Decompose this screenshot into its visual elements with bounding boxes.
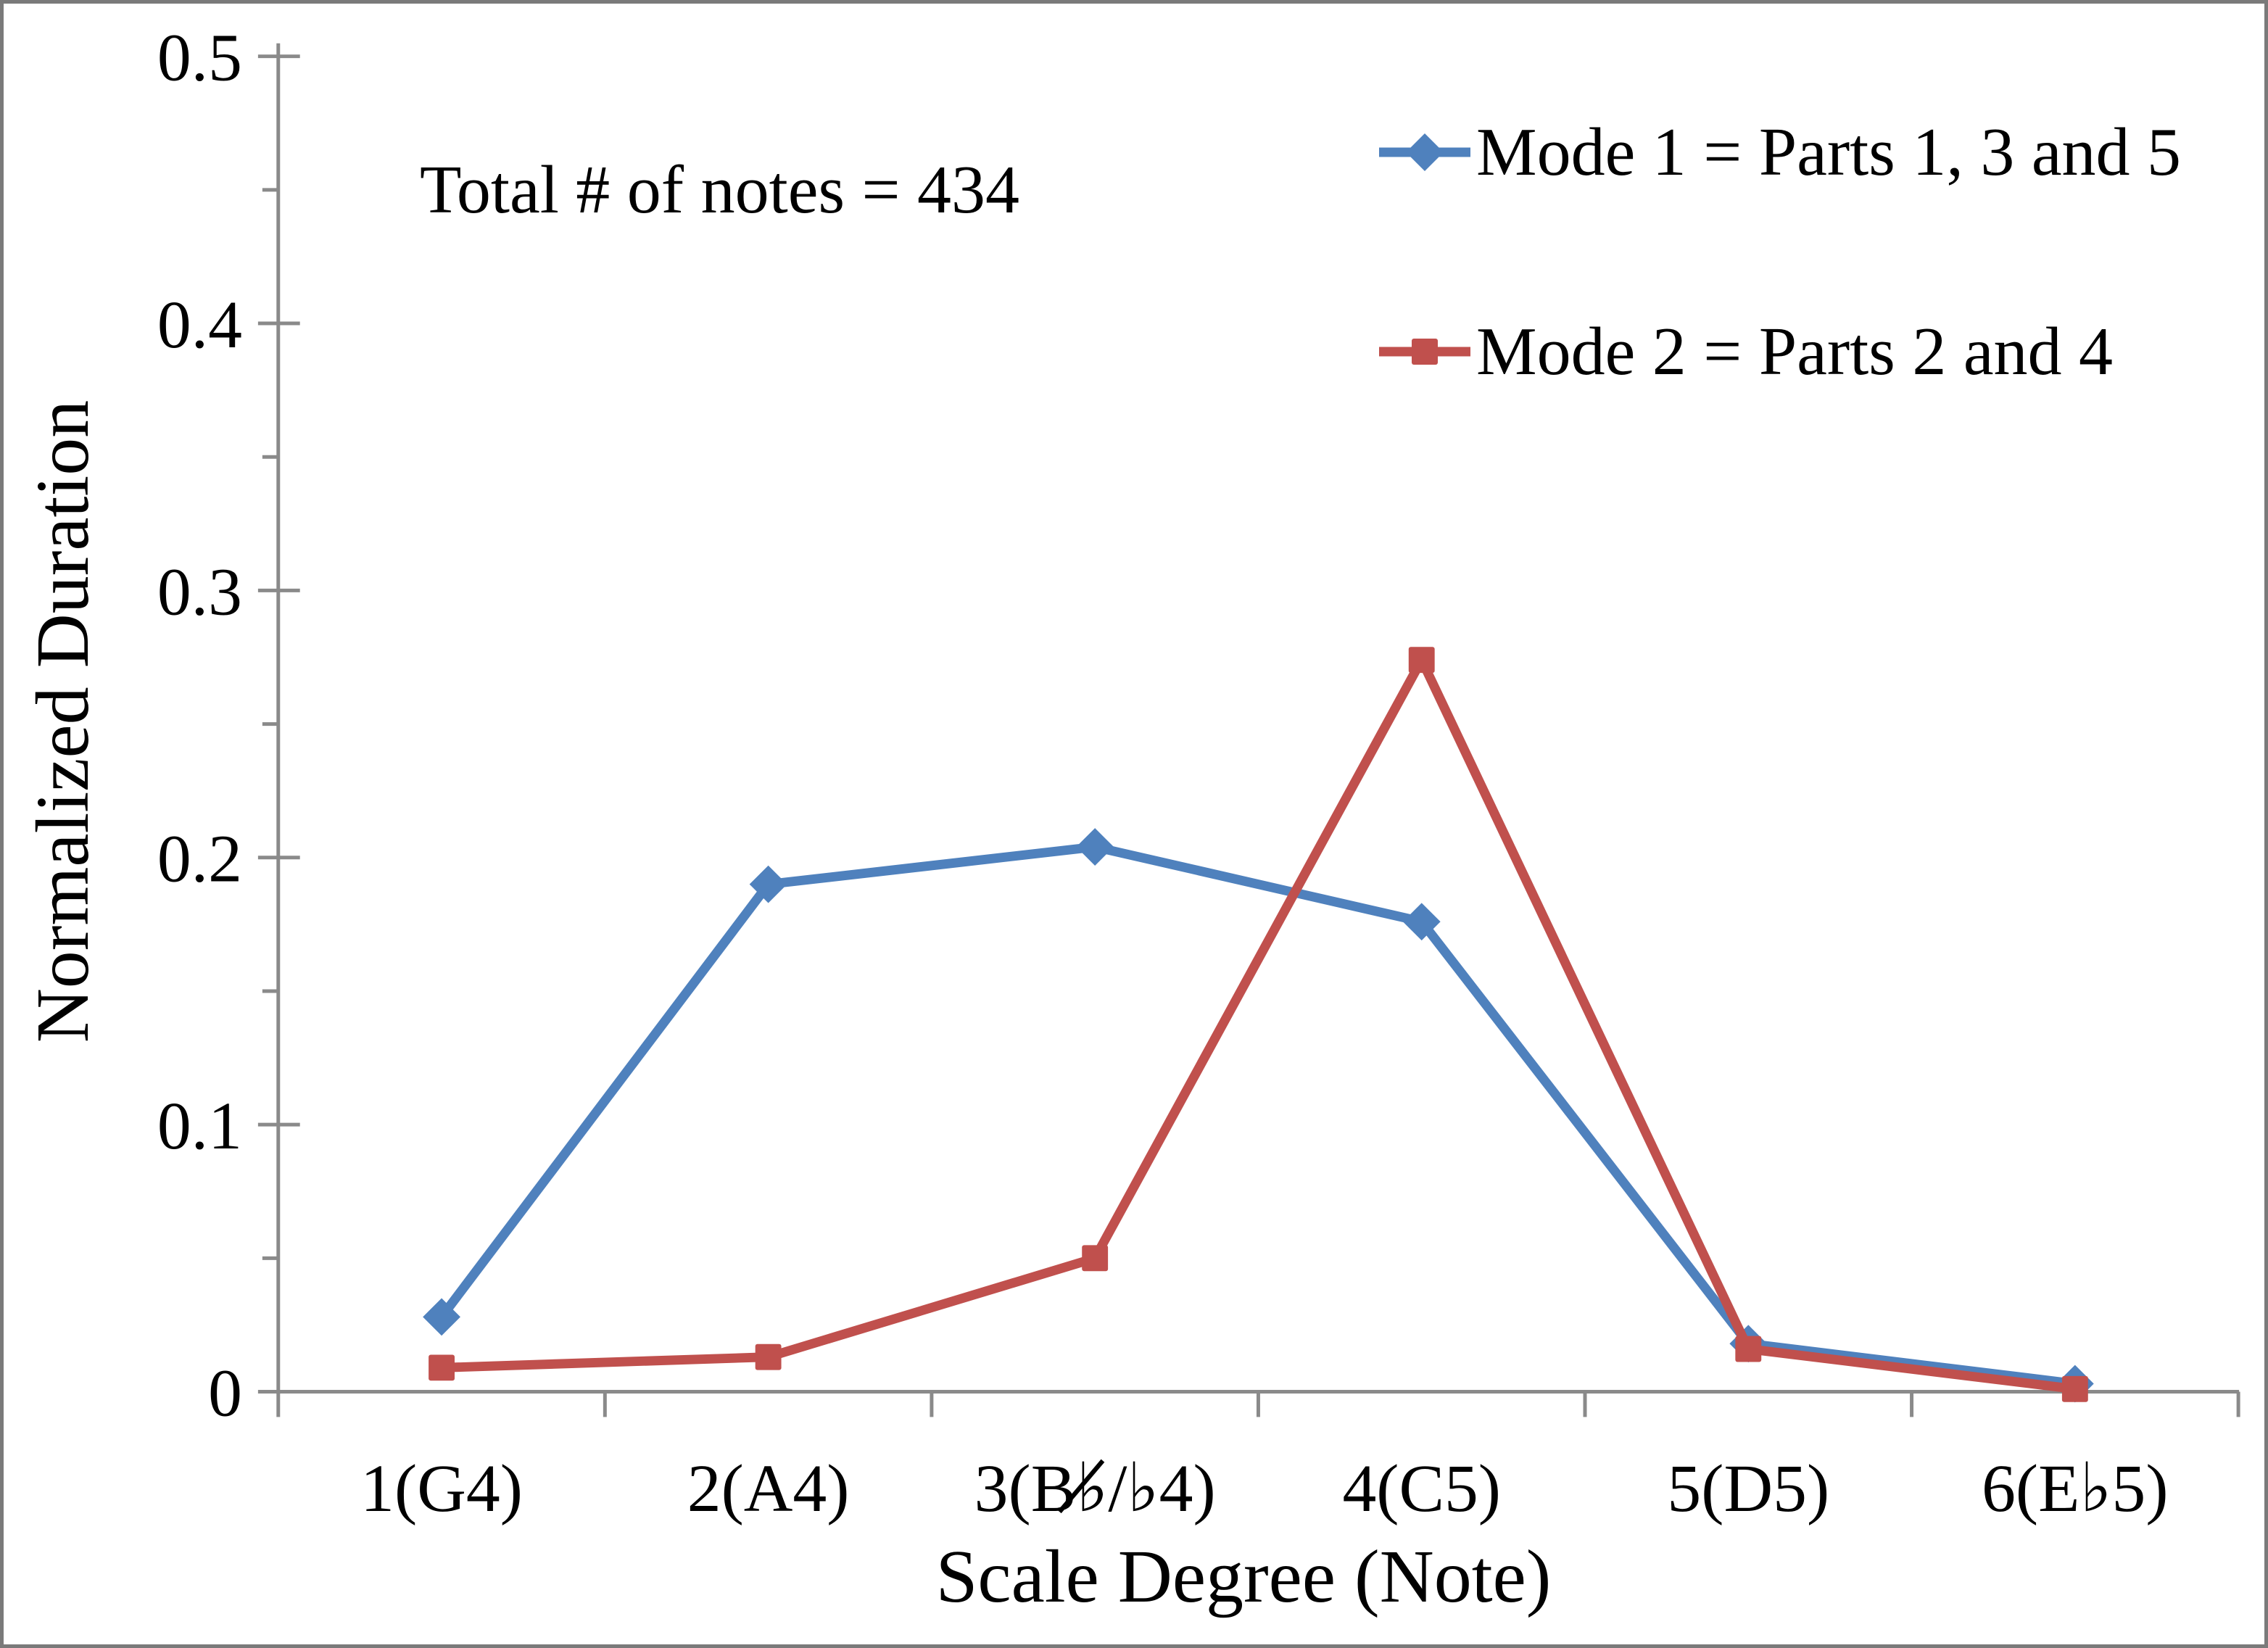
annotation-total-notes: Total # of notes = 434 [420, 152, 1020, 228]
y-tick-label: 0 [208, 1356, 242, 1430]
x-tick-label: 4(C5) [1342, 1452, 1501, 1526]
plot-area: 0 0.1 0.2 0.3 0.4 0.5 1(G4) 2(A4) 3(B♭̸/♭4) 4(C5)… [157, 21, 2240, 1526]
legend-label-mode-2: Mode 2 = Parts 2 and 4 [1476, 314, 2114, 389]
y-tick-label: 0.1 [157, 1089, 242, 1164]
y-tick-label: 0.3 [157, 555, 242, 629]
square-marker-s2-p3 [1082, 1245, 1109, 1272]
square-marker-s2-p4 [1408, 647, 1435, 674]
x-tick-label: 5(D5) [1667, 1452, 1829, 1526]
diamond-marker-legend-1 [1406, 133, 1444, 171]
square-marker-legend-2 [1412, 339, 1438, 365]
x-tick-label: 1(G4) [360, 1452, 523, 1526]
square-marker-s2-p1 [429, 1354, 455, 1381]
series-line-2 [441, 649, 2076, 1394]
diamond-marker-s1-p3 [1076, 828, 1114, 866]
square-marker-s2-p2 [755, 1343, 782, 1370]
series-line-1 [437, 842, 2076, 1388]
legend-label-mode-1: Mode 1 = Parts 1, 3 and 5 [1476, 115, 2182, 190]
legend-marker-mode-2-square-icon [1379, 339, 1470, 365]
x-tick-label: 2(A4) [687, 1452, 850, 1526]
y-axis-title: Normalized Duration [21, 399, 104, 1043]
legend-marker-mode-1-diamond-icon [1379, 133, 1470, 171]
legend-item-mode-1: Mode 1 = Parts 1, 3 and 5 [1378, 112, 2181, 192]
y-tick-label: 0.2 [157, 822, 242, 897]
x-axis-title: Scale Degree (Note) [935, 1535, 1552, 1618]
x-tick-label: 6(E♭5) [1982, 1452, 2168, 1526]
square-marker-s2-p6 [2061, 1375, 2088, 1402]
y-tick-label: 0.5 [157, 21, 242, 96]
square-marker-s2-p5 [1735, 1336, 1762, 1362]
y-tick-label: 0.4 [157, 288, 242, 363]
legend-item-mode-2: Mode 2 = Parts 2 and 4 [1378, 312, 2113, 392]
x-tick-label: 3(B♭̸/♭4) [974, 1452, 1216, 1526]
